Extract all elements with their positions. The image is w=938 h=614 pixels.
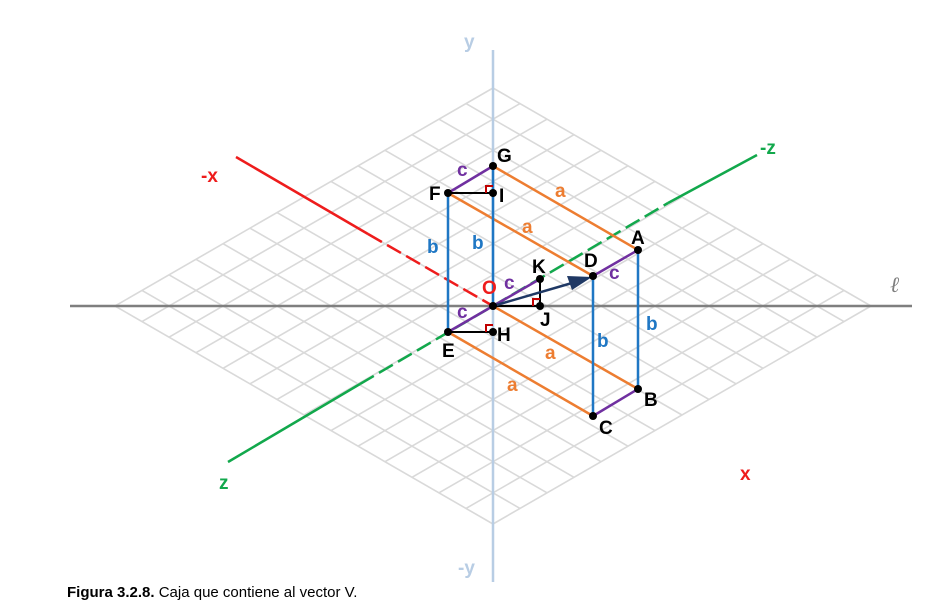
point-B: [634, 385, 642, 393]
edge-label-b: b: [427, 237, 439, 258]
label-F: F: [429, 184, 441, 205]
edge-a-HB: [492, 304, 639, 391]
edges-c: [447, 164, 639, 418]
edge-label-a: a: [545, 343, 556, 364]
grid-line: [492, 87, 872, 307]
point-H: [489, 328, 497, 336]
edge-c-CB: [592, 387, 639, 418]
grid-line: [465, 289, 845, 510]
point-D: [589, 272, 597, 280]
label-O: O: [482, 278, 497, 299]
point-A: [634, 246, 642, 254]
label-C: C: [599, 418, 613, 439]
edges-a: [447, 164, 639, 418]
point-labels: O G F I E H K J D A B C: [429, 146, 658, 439]
axis-label-z: z: [219, 473, 229, 494]
edge-label-b: b: [597, 331, 609, 352]
point-C: [589, 412, 597, 420]
caption-text: Caja que contiene al vector V.: [154, 584, 358, 601]
label-J: J: [540, 310, 551, 331]
grid-line: [357, 165, 737, 385]
point-F: [444, 189, 452, 197]
edge-a-FD: [447, 191, 594, 278]
edge-labels: a a a a b b b b c c c c: [427, 160, 658, 396]
right-angle-J: [532, 298, 540, 306]
neg-x-axis-solid: [235, 155, 369, 236]
grid-line: [465, 102, 845, 323]
label-D: D: [584, 251, 598, 272]
right-angle-H: [485, 324, 493, 332]
z-axis-solid: [227, 382, 361, 464]
point-J: [536, 302, 544, 310]
axis-label-neg-x: -x: [201, 166, 218, 187]
label-A: A: [631, 228, 645, 249]
axis-label-neg-y: -y: [458, 558, 475, 579]
axis-label-neg-z: -z: [760, 138, 776, 159]
edge-label-a: a: [507, 375, 518, 396]
axis-labels: y -y -x x z -z ℓ: [201, 32, 900, 579]
grid-line: [438, 118, 818, 338]
vector-v-shaft: [492, 281, 573, 308]
z-axis-dashed: [359, 304, 494, 386]
right-angle-I: [485, 185, 493, 193]
edge-label-b: b: [646, 314, 658, 335]
edge-label-a: a: [522, 217, 533, 238]
axis-label-l: ℓ: [890, 273, 900, 298]
point-E: [444, 328, 452, 336]
axis-label-x: x: [740, 464, 751, 485]
label-G: G: [497, 146, 512, 167]
edge-label-c: c: [504, 273, 515, 294]
label-E: E: [442, 341, 455, 362]
edge-label-c: c: [457, 160, 468, 181]
points: [444, 162, 642, 420]
edge-c-DA: [592, 248, 639, 278]
edge-a-GA: [492, 164, 639, 252]
edge-a-EC: [447, 330, 594, 418]
vector-v: [492, 276, 592, 308]
label-K: K: [532, 257, 546, 278]
neg-x-axis-dashed: [367, 232, 494, 308]
label-I: I: [499, 186, 504, 207]
axes: [70, 50, 912, 582]
grid-line: [492, 305, 872, 525]
edge-label-a: a: [555, 181, 566, 202]
point-K: [536, 275, 544, 283]
figure-caption: Figura 3.2.8. Caja que contiene al vecto…: [67, 584, 357, 601]
caption-label: Figura 3.2.8.: [67, 584, 155, 601]
edge-c-EO: [447, 304, 494, 334]
point-O: [489, 302, 497, 310]
edge-label-c: c: [609, 263, 620, 284]
edge-label-c: c: [457, 302, 468, 323]
point-G: [489, 162, 497, 170]
label-B: B: [644, 390, 658, 411]
edge-c-OK: [492, 277, 541, 308]
vector-v-arrowhead: [567, 276, 592, 290]
label-H: H: [497, 325, 511, 346]
edge-label-b: b: [472, 233, 484, 254]
edge-c-FG: [447, 164, 494, 195]
axis-label-y: y: [464, 32, 475, 53]
point-I: [489, 189, 497, 197]
neg-z-axis-solid: [667, 153, 758, 205]
right-angle-markers: [485, 185, 540, 332]
